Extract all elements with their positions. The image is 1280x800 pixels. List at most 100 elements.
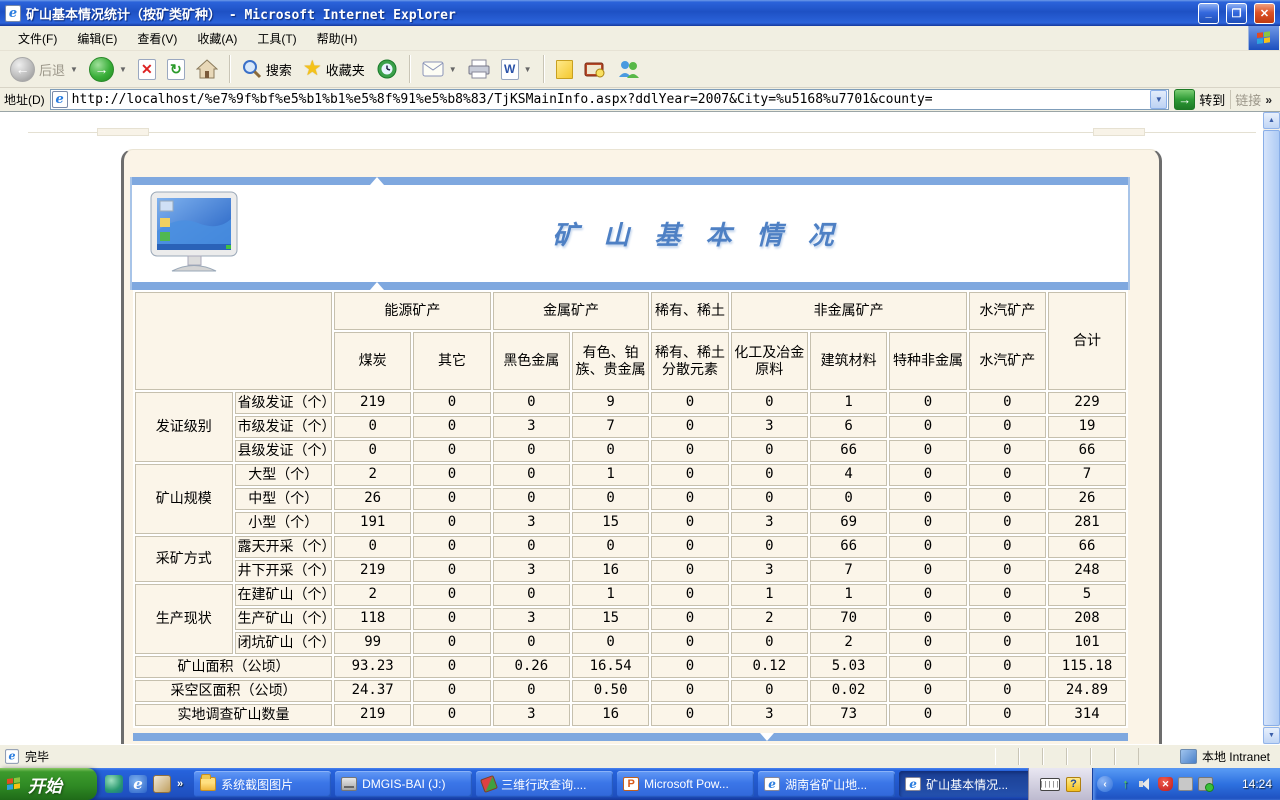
table-cell: 0 [889, 584, 967, 606]
menu-item-1[interactable]: 编辑(E) [77, 31, 118, 46]
minimize-button[interactable]: _ [1198, 2, 1219, 24]
taskbar-button-label: 湖南省矿山地... [785, 777, 868, 792]
keyboard-layout-icon[interactable] [1040, 777, 1060, 791]
quick-launch-ie-icon[interactable]: e [129, 775, 147, 793]
history-button[interactable] [372, 53, 402, 85]
table-cell: 0 [413, 584, 491, 606]
taskbar-button-label: DMGIS-BAI (J:) [362, 777, 446, 791]
table-cell: 1 [730, 584, 808, 606]
word-dropdown-icon[interactable]: ▼ [523, 64, 532, 74]
table-cell: 0 [651, 656, 729, 678]
taskbar-button-5[interactable]: e 矿山基本情况... [899, 771, 1028, 797]
table-cell: 281 [1048, 512, 1126, 534]
quick-launch-overflow-chevron[interactable]: » [177, 778, 184, 790]
taskbar-button-label: 系统截图图片 [221, 777, 294, 792]
tray-collapse-chevron-icon[interactable]: ‹ [1097, 776, 1113, 792]
menu-item-5[interactable]: 帮助(H) [316, 31, 358, 46]
tray-update-icon[interactable]: ↑ [1122, 776, 1129, 791]
address-url-text: http://localhost/%e7%9f%bf%e5%b1%b1%e5%8… [71, 92, 933, 107]
address-input[interactable]: e http://localhost/%e7%9f%bf%e5%b1%b1%e5… [49, 89, 1170, 110]
table-row: 实地调查矿山数量 219 0 3 16 0 3 73 0 0 314 [135, 704, 1126, 726]
table-cell: 0 [651, 680, 729, 702]
address-label: 地址(D) [4, 93, 45, 107]
mail-dropdown-icon[interactable]: ▼ [448, 64, 457, 74]
table-cell: 0 [571, 536, 650, 558]
table-cell: 0 [492, 584, 570, 606]
table-cell: 2 [809, 632, 888, 654]
scrollbar-thumb[interactable] [1263, 130, 1280, 726]
refresh-button[interactable]: ↻ [163, 53, 189, 85]
table-row: 矿山规模 大型（个） 2 0 0 1 0 0 4 0 0 7 [135, 464, 1126, 534]
ie-icon: e [905, 777, 922, 791]
taskbar-button-label: Microsoft Pow... [644, 777, 729, 791]
tray-security-shield-icon[interactable]: ✕ [1158, 777, 1173, 791]
quick-launch-outlook-icon[interactable] [153, 775, 171, 793]
table-cell: 6 [809, 416, 888, 438]
table-cell: 115.18 [1048, 656, 1126, 678]
links-button[interactable]: 链接 » [1230, 90, 1276, 109]
messenger-button[interactable] [613, 53, 645, 85]
table-cell: 5.03 [809, 656, 888, 678]
research-button[interactable] [580, 53, 610, 85]
table-cell: 0 [413, 512, 491, 534]
table-row: 生产现状 在建矿山（个） 2 0 0 1 0 1 1 0 0 5 [135, 584, 1126, 654]
go-button[interactable]: → 转到 [1174, 89, 1225, 110]
tray-volume-icon[interactable] [1138, 777, 1153, 791]
scroll-down-button[interactable]: ▼ [1263, 727, 1280, 744]
mail-button[interactable]: ▼ [418, 53, 461, 85]
tray-network-icon[interactable] [1198, 777, 1214, 792]
start-label: 开始 [28, 776, 62, 796]
home-icon [195, 59, 218, 79]
forward-button[interactable]: → ▼ [85, 53, 131, 85]
menu-item-2[interactable]: 查看(V) [137, 31, 178, 46]
table-cell: 0 [413, 416, 491, 438]
language-help-icon[interactable]: ? [1066, 776, 1081, 792]
start-button[interactable]: 开始 [0, 768, 97, 800]
quick-launch-internet-icon[interactable] [105, 775, 123, 793]
menu-item-4[interactable]: 工具(T) [257, 31, 297, 46]
table-cell: 5 [1048, 584, 1126, 606]
back-button[interactable]: ← 后退 ▼ [6, 53, 82, 85]
stop-button[interactable]: ✕ [134, 53, 160, 85]
taskbar-button-1[interactable]: DMGIS-BAI (J:) [335, 771, 473, 797]
close-button[interactable]: ✕ [1254, 2, 1275, 24]
table-cell: 0 [968, 416, 1046, 438]
table-cell: 26 [1048, 488, 1126, 510]
table-cell: 0 [889, 656, 967, 678]
favorites-star-icon: ★ [302, 57, 322, 80]
home-button[interactable] [192, 53, 222, 85]
restore-button[interactable]: ❐ [1226, 2, 1247, 24]
tray-display-icon[interactable] [1178, 777, 1193, 791]
notes-button[interactable] [552, 53, 577, 85]
address-dropdown-button[interactable]: ▼ [1150, 90, 1168, 109]
edit-with-word-button[interactable]: W ▼ [497, 53, 536, 85]
table-cell: 16 [571, 560, 650, 582]
table-row: 采矿方式 露天开采（个） 0 0 0 0 0 0 66 0 0 66 [135, 536, 1126, 582]
forward-dropdown-icon[interactable]: ▼ [118, 64, 127, 74]
table-cell: 0 [492, 392, 570, 414]
menu-item-3[interactable]: 收藏(A) [197, 31, 238, 46]
table-bottom-bar [133, 733, 1128, 741]
taskbar-button-3[interactable]: P Microsoft Pow... [617, 771, 755, 797]
intranet-zone-label: 本地 Intranet [1201, 750, 1270, 764]
vertical-scrollbar[interactable]: ▲ ▼ [1263, 112, 1280, 744]
taskbar-button-2[interactable]: 三维行政查询.... [476, 771, 614, 797]
menu-item-0[interactable]: 文件(F) [18, 31, 58, 46]
table-row-label: 矿山面积（公顷） [135, 656, 332, 678]
search-button[interactable]: 搜索 [238, 53, 296, 85]
favorites-button[interactable]: ★ 收藏夹 [299, 53, 369, 85]
intranet-zone-icon [1179, 749, 1197, 764]
search-icon [242, 60, 261, 79]
taskbar-button-0[interactable]: 系统截图图片 [194, 771, 332, 797]
back-dropdown-icon[interactable]: ▼ [70, 64, 78, 74]
scroll-up-button[interactable]: ▲ [1263, 112, 1280, 129]
table-cell: 3 [730, 416, 808, 438]
taskbar-button-4[interactable]: e 湖南省矿山地... [758, 771, 896, 797]
print-button[interactable] [464, 53, 494, 85]
table-cell: 3 [492, 512, 570, 534]
taskbar-button-label: 三维行政查询.... [501, 777, 587, 792]
history-icon [377, 59, 397, 79]
table-cell: 0 [968, 560, 1046, 582]
window-title: 矿山基本情况统计（按矿类矿种） - Microsoft Internet Exp… [26, 7, 456, 23]
table-cell: 7 [809, 560, 888, 582]
